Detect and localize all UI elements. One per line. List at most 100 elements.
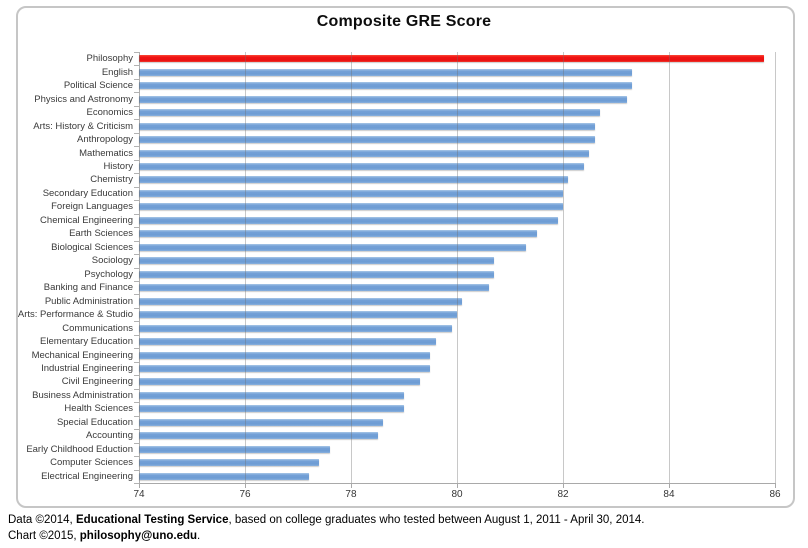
category-tick (134, 456, 139, 458)
bar-public-administration (139, 297, 463, 305)
bar-row (139, 119, 775, 132)
footer-line-2: Chart ©2015, philosophy@uno.edu. (8, 529, 201, 542)
category-tick (134, 375, 139, 377)
category-label-earth-sciences: Earth Sciences (69, 228, 133, 240)
category-label-special-education: Special Education (56, 416, 133, 428)
bar-psychology (139, 270, 495, 278)
x-tick-84 (668, 483, 670, 488)
category-tick (134, 92, 139, 94)
category-label-elementary-education: Elementary Education (40, 336, 133, 348)
category-tick (134, 361, 139, 363)
category-tick (134, 483, 139, 484)
bar-philosophy (139, 55, 765, 63)
category-tick (134, 307, 139, 309)
category-tick (134, 429, 139, 431)
category-tick (134, 415, 139, 417)
bar-row (139, 160, 775, 173)
bar-history (139, 162, 585, 170)
bar-row (139, 335, 775, 348)
x-tick-86 (775, 483, 776, 488)
category-tick (134, 334, 139, 336)
x-label-86: 86 (769, 489, 781, 500)
bar-row (139, 389, 775, 402)
footer-line-1: Data ©2014, Educational Testing Service,… (8, 514, 645, 526)
category-label-psychology: Psychology (84, 268, 133, 280)
x-label-80: 80 (451, 489, 463, 500)
bar-row (139, 268, 775, 281)
bar-sociology (139, 257, 495, 265)
bar-row (139, 146, 775, 159)
bar-row (139, 173, 775, 186)
x-tick-80 (457, 483, 458, 488)
bar-row (139, 254, 775, 267)
bar-row (139, 348, 775, 361)
bar-row (139, 321, 775, 334)
category-tick (134, 388, 139, 390)
bar-banking-and-finance (139, 284, 489, 292)
bar-row (139, 133, 775, 146)
x-label-82: 82 (557, 489, 569, 500)
bar-row (139, 402, 775, 415)
x-axis-ticks (139, 483, 776, 488)
category-label-arts-history-criticism: Arts: History & Criticism (33, 120, 133, 132)
category-label-early-childhood-eduction: Early Childhood Eduction (26, 443, 133, 455)
bar-accounting (139, 432, 378, 440)
bar-row (139, 294, 775, 307)
category-tick (134, 348, 139, 350)
category-tick (134, 227, 139, 229)
bar-earth-sciences (139, 230, 537, 238)
category-label-philosophy: Philosophy (86, 53, 133, 65)
x-label-84: 84 (663, 489, 675, 500)
bar-secondary-education (139, 189, 564, 197)
bar-early-childhood-eduction (139, 445, 330, 453)
category-tick (134, 240, 139, 242)
bar-foreign-languages (139, 203, 564, 211)
chart-title: Composite GRE Score (316, 13, 492, 30)
category-label-business-administration: Business Administration (32, 389, 133, 401)
category-tick (134, 52, 139, 53)
category-tick (134, 105, 139, 107)
bar-civil-engineering (139, 378, 420, 386)
category-tick (134, 186, 139, 188)
category-tick (134, 321, 139, 323)
bar-mathematics (139, 149, 590, 157)
category-label-biological-sciences: Biological Sciences (51, 241, 133, 253)
x-tick-74 (139, 483, 140, 488)
bar-physics-and-astronomy (139, 95, 627, 103)
bar-row (139, 200, 775, 213)
category-label-accounting: Accounting (85, 430, 133, 442)
bar-political-science (139, 82, 632, 90)
bar-row (139, 79, 775, 92)
category-tick (134, 469, 139, 471)
bar-mechanical-engineering (139, 351, 431, 359)
category-tick (134, 173, 139, 175)
category-tick (134, 65, 139, 67)
category-tick (134, 213, 139, 215)
bar-row (139, 92, 775, 105)
bars-layer (139, 52, 775, 483)
category-label-sociology: Sociology (91, 255, 133, 267)
bar-electrical-engineering (139, 472, 309, 480)
category-label-public-administration: Public Administration (44, 295, 133, 307)
category-label-chemical-engineering: Chemical Engineering (40, 214, 133, 226)
category-label-civil-engineering: Civil Engineering (61, 376, 133, 388)
bar-row (139, 375, 775, 388)
category-tick (134, 267, 139, 269)
bar-special-education (139, 418, 383, 426)
category-axis-ticks (134, 52, 139, 484)
bar-arts-performance-studio (139, 311, 457, 319)
x-label-74: 74 (133, 489, 145, 500)
category-label-anthropology: Anthropology (77, 134, 133, 146)
bar-row (139, 429, 775, 442)
bar-row (139, 187, 775, 200)
category-label-communications: Communications (62, 322, 133, 334)
bar-english (139, 68, 632, 76)
category-tick (134, 294, 139, 296)
category-tick (134, 132, 139, 134)
category-tick (134, 78, 139, 80)
x-tick-76 (245, 483, 246, 488)
bar-row (139, 308, 775, 321)
bar-row (139, 470, 775, 483)
bar-row (139, 52, 775, 65)
category-label-arts-performance-studio: Arts: Performance & Studio (17, 309, 133, 321)
